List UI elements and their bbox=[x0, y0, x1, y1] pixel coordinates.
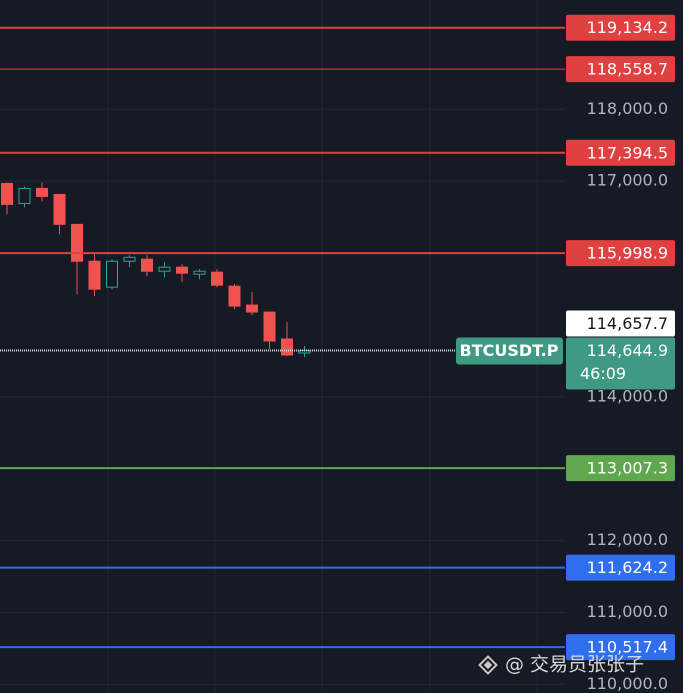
mark-price-box bbox=[566, 310, 675, 337]
candle-body bbox=[53, 193, 66, 225]
level-label: 119,134.2 bbox=[587, 18, 668, 37]
level-label-box bbox=[566, 139, 675, 166]
level-label-box bbox=[566, 56, 675, 83]
level-label: 117,394.5 bbox=[587, 143, 668, 162]
level-label: 113,007.3 bbox=[587, 459, 668, 478]
watermark-logo bbox=[478, 655, 498, 675]
y-tick-label: 117,000.0 bbox=[587, 171, 668, 190]
level-label: 110,517.4 bbox=[587, 638, 668, 657]
candle-body bbox=[193, 270, 206, 275]
candle-body bbox=[176, 266, 188, 274]
candle-body bbox=[123, 256, 136, 262]
y-tick-label: 114,000.0 bbox=[587, 386, 668, 405]
watermark: @ 交易员张张子 bbox=[478, 654, 644, 676]
symbol-box bbox=[456, 337, 563, 365]
last-price-label: 114,644.9 bbox=[587, 341, 668, 360]
level-label: 118,558.7 bbox=[587, 60, 668, 79]
y-tick-label: 112,000.0 bbox=[587, 530, 668, 549]
countdown: 46:09 bbox=[580, 364, 626, 383]
symbol-label: BTCUSDT.P bbox=[460, 341, 559, 360]
y-tick-label: 118,000.0 bbox=[587, 99, 668, 118]
candle-body bbox=[1, 182, 13, 205]
level-label-box bbox=[566, 455, 675, 482]
candle-body bbox=[158, 266, 171, 272]
level-label-box bbox=[566, 554, 675, 581]
last-price-box bbox=[566, 337, 675, 390]
candle-body bbox=[18, 187, 31, 204]
candle-body bbox=[263, 311, 276, 342]
level-label: 111,624.2 bbox=[587, 558, 668, 577]
candle-body bbox=[71, 223, 83, 262]
y-tick-label: 110,000.0 bbox=[587, 674, 668, 693]
mark-price-label: 114,657.7 bbox=[587, 314, 668, 333]
y-tick-label: 111,000.0 bbox=[587, 602, 668, 621]
candle-body bbox=[88, 260, 101, 290]
candle-body bbox=[36, 187, 48, 197]
candle-body bbox=[281, 338, 293, 356]
candle-body bbox=[211, 271, 223, 286]
candle-body bbox=[246, 304, 258, 313]
candle-body bbox=[141, 258, 153, 272]
candle-body bbox=[228, 285, 241, 307]
level-label-box bbox=[566, 240, 675, 267]
watermark-text: @ 交易员张张子 bbox=[505, 654, 644, 676]
level-label-box bbox=[566, 634, 675, 661]
candle-body bbox=[106, 260, 118, 288]
level-label: 115,998.9 bbox=[587, 244, 668, 263]
level-label-box bbox=[566, 14, 675, 41]
